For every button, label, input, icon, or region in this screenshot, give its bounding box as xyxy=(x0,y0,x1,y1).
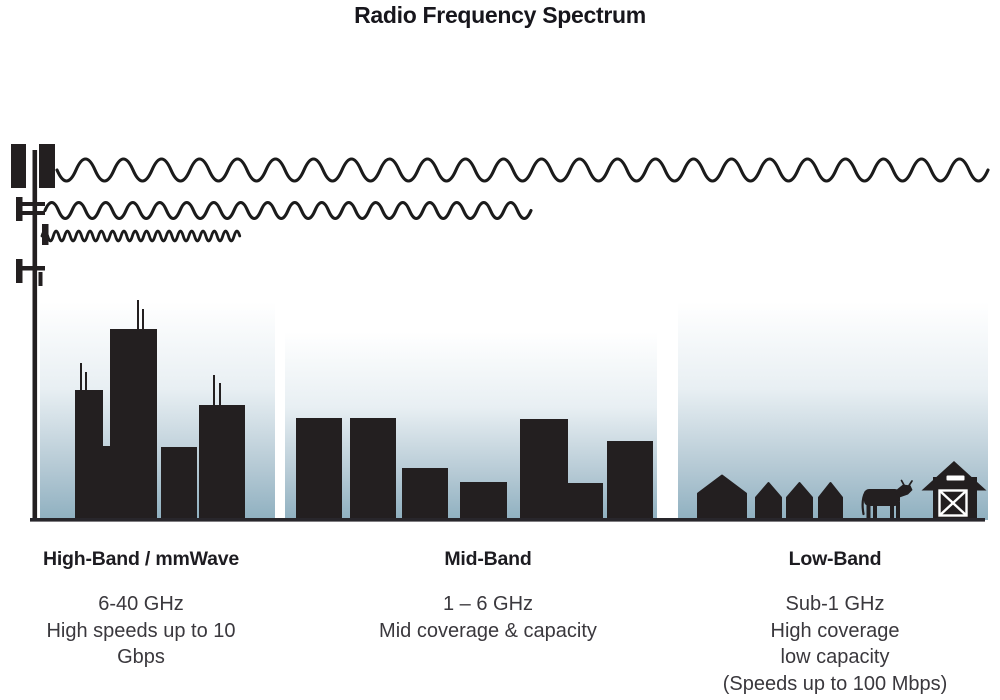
mid-band-description: Mid coverage & capacity xyxy=(379,619,597,642)
low-band-heading: Low-Band xyxy=(788,548,882,570)
tower-small-antenna xyxy=(16,259,23,283)
low-band-speed-note: (Speeds up to 100 Mbps) xyxy=(722,672,948,695)
tower-stub xyxy=(38,272,43,286)
tower-small-antenna xyxy=(16,197,23,221)
tower-mast xyxy=(32,150,38,520)
high-band-heading: High-Band / mmWave xyxy=(42,548,240,570)
high-frequency-wave-icon xyxy=(40,229,242,243)
low-frequency-wave-icon xyxy=(55,157,990,183)
mid-frequency-wave-icon xyxy=(43,201,533,220)
tower-arm xyxy=(17,211,45,215)
tower-panel-right xyxy=(39,144,55,188)
high-band-description: High speeds up to 10 Gbps xyxy=(46,619,236,669)
barn-vent xyxy=(946,475,965,481)
high-band-frequency: 6-40 GHz xyxy=(98,593,184,615)
low-band-description: low capacity xyxy=(780,646,890,668)
page-title: Radio Frequency Spectrum xyxy=(354,2,646,28)
mid-band-heading: Mid-Band xyxy=(444,548,532,570)
low-band-frequency: Sub-1 GHz xyxy=(785,593,885,615)
tower-arm xyxy=(17,202,45,206)
cell-tower-icon xyxy=(11,144,55,520)
low-band-description: High coverage xyxy=(770,619,900,642)
tower-side-antenna xyxy=(42,224,49,245)
cow-icon xyxy=(861,479,913,520)
ground-line xyxy=(30,518,985,522)
mid-band-label-group: Mid-Band 1 – 6 GHz Mid coverage & capaci… xyxy=(368,548,608,644)
high-band-label-group: High-Band / mmWave 6-40 GHz High speeds … xyxy=(20,548,262,671)
barn-icon xyxy=(921,461,987,520)
mid-rise-buildings-icon xyxy=(296,418,653,520)
barn-door xyxy=(938,489,968,517)
skyscraper-silhouettes xyxy=(75,329,245,520)
tower-panel-left xyxy=(11,144,26,188)
rooftop-antennas xyxy=(80,300,221,407)
tower-arm xyxy=(17,266,45,271)
city-skyline-icon xyxy=(75,300,245,520)
mid-band-frequency: 1 – 6 GHz xyxy=(442,593,534,615)
low-band-label-group: Low-Band Sub-1 GHz High coverage low cap… xyxy=(705,548,965,697)
